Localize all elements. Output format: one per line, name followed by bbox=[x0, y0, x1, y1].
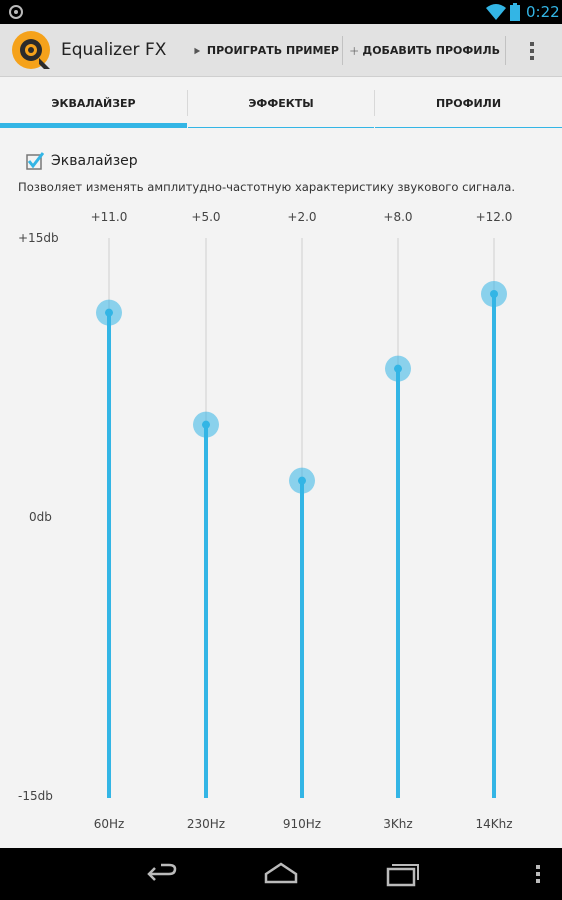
checkbox-label: Эквалайзер bbox=[51, 153, 138, 169]
menu-icon[interactable] bbox=[534, 860, 542, 888]
app-logo-icon[interactable] bbox=[10, 29, 54, 73]
slider-thumb-center bbox=[394, 364, 402, 373]
home-icon[interactable] bbox=[262, 860, 300, 888]
battery-icon bbox=[510, 3, 520, 21]
play-sample-button[interactable]: ПРОИГРАТЬ ПРИМЕР bbox=[193, 24, 339, 77]
slider-thumb-center bbox=[202, 420, 210, 429]
tab-profiles[interactable]: ПРОФИЛИ bbox=[375, 78, 562, 128]
band-frequency-label: 14Khz bbox=[475, 817, 512, 831]
status-bar: 0:22 bbox=[0, 0, 562, 24]
scale-max-label: +15db bbox=[18, 231, 59, 245]
recent-apps-icon[interactable] bbox=[384, 860, 420, 888]
navigation-bar bbox=[0, 848, 562, 900]
equalizer-sliders: +11.0 60Hz +5.0 230Hz +2.0 910Hz +8.0 3Khz +12.0… bbox=[91, 210, 513, 831]
notification-icon bbox=[9, 5, 23, 19]
play-sample-label: ПРОИГРАТЬ ПРИМЕР bbox=[206, 44, 339, 57]
scale-mid-label: 0db bbox=[29, 510, 52, 524]
tab-label: ПРОФИЛИ bbox=[435, 96, 502, 110]
tab-label: ЭФФЕКТЫ bbox=[248, 96, 314, 110]
app-title: Equalizer FX bbox=[61, 40, 167, 60]
band-value-label: +12.0 bbox=[476, 210, 513, 224]
band-frequency-label: 910Hz bbox=[283, 817, 321, 831]
band-slider-3Khz[interactable]: +8.0 3Khz bbox=[383, 210, 412, 831]
band-frequency-label: 230Hz bbox=[187, 817, 225, 831]
plus-icon bbox=[350, 46, 359, 55]
wifi-icon bbox=[486, 4, 506, 20]
band-value-label: +11.0 bbox=[91, 210, 128, 224]
action-bar: Equalizer FX ПРОИГРАТЬ ПРИМЕР ДОБАВИТЬ П… bbox=[0, 24, 562, 77]
slider-thumb-center bbox=[105, 308, 113, 317]
band-slider-14Khz[interactable]: +12.0 14Khz bbox=[475, 210, 512, 831]
overflow-menu-button[interactable] bbox=[516, 24, 548, 77]
equalizer-panel: Эквалайзер Позволяет изменять амплитудно… bbox=[0, 128, 562, 848]
equalizer-description: Позволяет изменять амплитудно-частотную … bbox=[18, 180, 516, 194]
tab-underline bbox=[375, 127, 562, 128]
band-value-label: +8.0 bbox=[383, 210, 412, 224]
equalizer-enable-checkbox[interactable]: Эквалайзер bbox=[26, 152, 138, 170]
slider-thumb-center bbox=[298, 476, 306, 485]
action-divider bbox=[505, 36, 506, 65]
action-divider bbox=[342, 36, 343, 65]
tab-divider bbox=[187, 90, 188, 116]
band-value-label: +2.0 bbox=[287, 210, 316, 224]
scale-min-label: -15db bbox=[18, 789, 53, 803]
band-frequency-label: 60Hz bbox=[94, 817, 125, 831]
band-slider-230Hz[interactable]: +5.0 230Hz bbox=[187, 210, 225, 831]
tab-divider bbox=[374, 90, 375, 116]
add-profile-button[interactable]: ДОБАВИТЬ ПРОФИЛЬ bbox=[350, 24, 500, 77]
tab-underline bbox=[188, 127, 374, 128]
slider-thumb-center bbox=[490, 290, 498, 298]
band-value-label: +5.0 bbox=[191, 210, 220, 224]
tab-bar: ЭКВАЛАЙЗЕР ЭФФЕКТЫ ПРОФИЛИ bbox=[0, 78, 562, 128]
band-slider-60Hz[interactable]: +11.0 60Hz bbox=[91, 210, 128, 831]
band-frequency-label: 3Khz bbox=[383, 817, 412, 831]
back-icon[interactable] bbox=[145, 860, 179, 888]
overflow-menu-icon bbox=[530, 41, 534, 60]
checkbox-checked-icon bbox=[26, 152, 44, 170]
tab-indicator bbox=[0, 123, 187, 128]
tab-equalizer[interactable]: ЭКВАЛАЙЗЕР bbox=[0, 78, 187, 128]
tab-effects[interactable]: ЭФФЕКТЫ bbox=[188, 78, 374, 128]
tab-label: ЭКВАЛАЙЗЕР bbox=[51, 96, 136, 110]
band-slider-910Hz[interactable]: +2.0 910Hz bbox=[283, 210, 321, 831]
play-icon bbox=[194, 47, 201, 54]
clock: 0:22 bbox=[526, 3, 560, 21]
add-profile-label: ДОБАВИТЬ ПРОФИЛЬ bbox=[362, 44, 500, 57]
